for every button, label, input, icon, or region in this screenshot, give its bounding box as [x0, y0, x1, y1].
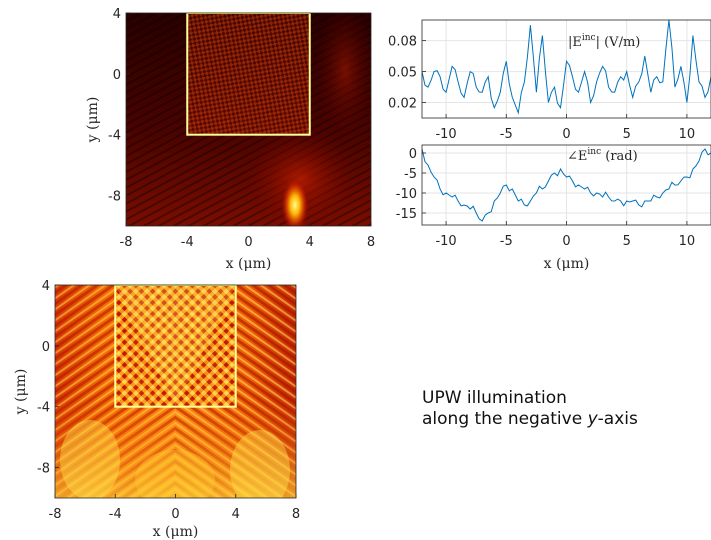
caption-variable: y	[587, 409, 598, 429]
magnitude-legend: |Einc| (V/m)	[568, 33, 640, 50]
magnitude-line	[422, 20, 711, 115]
phase-tick-labels: -10 -5 0 5 10 0 -5 -10 -15	[396, 147, 695, 249]
x-tick-label: -4	[181, 235, 194, 250]
y-tick-label: -8	[37, 462, 50, 477]
x-tick-label: 10	[679, 127, 696, 142]
y-tick-label: -5	[404, 167, 417, 182]
y-tick-label: -4	[108, 129, 121, 144]
y-tick-label: 0.08	[388, 35, 417, 50]
x-tick-label: -10	[435, 127, 456, 142]
y-tick-label: -8	[108, 190, 121, 205]
phase-line	[422, 148, 711, 222]
magnitude-plot: -10 -5 0 5 10 0.02 0.05 0.08 |Einc| (V/m)	[388, 19, 711, 142]
phase-legend: ∠Einc (rad)	[567, 147, 638, 164]
x-tick-label: 5	[623, 234, 631, 249]
y-tick-label: 4	[113, 7, 121, 22]
x-tick-label: 8	[367, 235, 375, 250]
top-xlabel: x (μm)	[226, 256, 272, 272]
phase-plot: -10 -5 0 5 10 0 -5 -10 -15 ∠Einc (rad) x (μm)	[396, 144, 711, 272]
x-tick-label: 8	[292, 507, 300, 522]
x-tick-label: -4	[109, 507, 122, 522]
y-tick-label: 0.05	[388, 66, 417, 81]
y-tick-label: 4	[42, 279, 50, 294]
y-tick-label: 0	[42, 340, 50, 355]
illumination-caption: UPW illumination along the negative y-ax…	[422, 388, 702, 430]
x-tick-label: 10	[679, 234, 696, 249]
phase-xlabel: x (μm)	[544, 256, 590, 272]
x-tick-label: 5	[623, 127, 631, 142]
caption-line-2: along the negative y-axis	[422, 409, 638, 429]
y-tick-label: 0.02	[388, 97, 417, 112]
x-tick-label: 4	[306, 235, 314, 250]
top-ylabel: y (μm)	[85, 97, 101, 144]
x-tick-label: -8	[120, 235, 133, 250]
y-tick-label: -10	[396, 187, 417, 202]
top-heatmap: -8 -4 0 4 8 4 0 -4 -8 x (μm) y (μm)	[85, 7, 375, 272]
x-tick-label: 4	[232, 507, 240, 522]
x-tick-label: -5	[500, 127, 513, 142]
bottom-ylabel: y (μm)	[13, 369, 29, 416]
bottom-tick-labels: -8 -4 0 4 8 4 0 -4 -8	[37, 279, 300, 522]
magnitude-tick-labels: -10 -5 0 5 10 0.02 0.05 0.08	[388, 35, 695, 142]
y-tick-label: 0	[409, 147, 417, 162]
y-tick-label: -4	[37, 401, 50, 416]
y-tick-label: -15	[396, 207, 417, 222]
bottom-xlabel: x (μm)	[153, 524, 199, 540]
x-tick-label: 0	[244, 235, 252, 250]
y-tick-label: 0	[113, 68, 121, 83]
caption-line-1: UPW illumination	[422, 388, 567, 408]
x-tick-label: 0	[171, 507, 179, 522]
x-tick-label: -10	[435, 234, 456, 249]
bottom-heatmap: -8 -4 0 4 8 4 0 -4 -8 x (μm) y (μm)	[13, 279, 300, 540]
x-tick-label: 0	[562, 127, 570, 142]
top-tick-labels: -8 -4 0 4 8 4 0 -4 -8	[108, 7, 375, 250]
x-tick-label: -5	[500, 234, 513, 249]
x-tick-label: -8	[49, 507, 62, 522]
x-tick-label: 0	[562, 234, 570, 249]
